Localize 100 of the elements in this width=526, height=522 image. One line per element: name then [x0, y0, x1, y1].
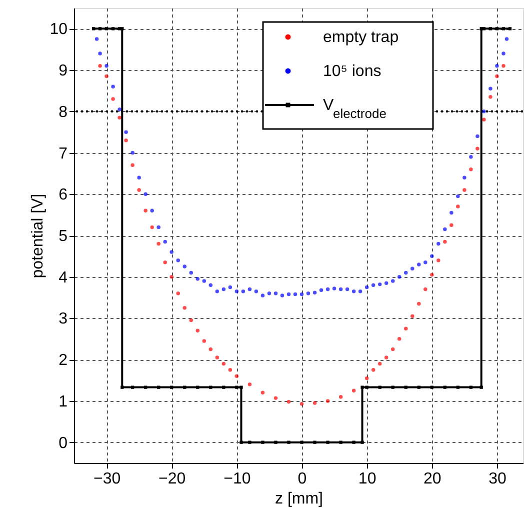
point: [469, 386, 473, 389]
point: [287, 440, 290, 444]
point: [300, 402, 304, 406]
point: [456, 386, 460, 389]
point: [111, 27, 115, 30]
point: [469, 167, 473, 172]
point: [209, 386, 212, 389]
point: [248, 440, 252, 444]
point: [339, 440, 342, 444]
point: [456, 204, 460, 208]
point: [196, 386, 200, 389]
point: [410, 314, 414, 318]
point: [144, 386, 148, 389]
y-tick-label: 9: [58, 62, 68, 80]
point: [352, 440, 356, 444]
x-tick-label: 0: [298, 470, 307, 488]
y-tick-label: 7: [58, 145, 68, 162]
y-tick-label: 8: [58, 104, 68, 121]
point: [130, 386, 134, 389]
legend-label: empty trap: [323, 29, 399, 46]
point: [118, 116, 122, 120]
point: [104, 74, 108, 78]
point: [182, 306, 186, 310]
point: [495, 74, 499, 78]
y-tick-label: 10: [50, 21, 68, 38]
point: [443, 386, 446, 389]
point: [482, 27, 486, 30]
point: [208, 347, 213, 352]
point: [390, 347, 395, 352]
point: [338, 394, 343, 399]
point: [430, 386, 434, 389]
point: [364, 376, 369, 380]
point: [360, 386, 364, 389]
y-tick-label: 5: [58, 228, 68, 245]
point: [488, 95, 492, 99]
y-tick-label: 3: [58, 310, 68, 328]
point: [352, 388, 356, 392]
point: [196, 328, 200, 333]
point: [384, 356, 388, 360]
legend-label: 10⁵ ions: [323, 63, 382, 80]
point: [176, 292, 180, 296]
y-tick-label: 6: [58, 186, 68, 204]
point: [150, 225, 154, 230]
point: [120, 27, 124, 30]
point: [248, 382, 252, 386]
point: [476, 146, 480, 151]
point: [495, 27, 499, 30]
point: [170, 274, 174, 279]
point: [228, 368, 232, 372]
point: [202, 339, 206, 343]
x-tick-label: −20: [158, 470, 186, 488]
point: [488, 27, 492, 30]
point: [300, 440, 304, 444]
point: [360, 440, 364, 444]
point: [111, 97, 115, 101]
point: [234, 374, 239, 378]
point: [98, 64, 102, 68]
point: [274, 396, 278, 400]
point: [443, 240, 447, 244]
point: [462, 188, 466, 192]
point: [508, 27, 512, 30]
y-tick-label: 2: [58, 352, 68, 370]
point: [92, 27, 96, 30]
point: [404, 386, 408, 389]
point: [261, 440, 264, 444]
x-tick-label: −10: [224, 470, 251, 488]
point: [313, 440, 316, 444]
point: [365, 386, 368, 389]
point: [240, 386, 243, 389]
point: [391, 386, 394, 389]
point: [417, 302, 421, 306]
y-tick-label: 1: [58, 393, 68, 410]
point: [130, 163, 134, 168]
x-axis-title: z [mm]: [275, 490, 323, 508]
point: [424, 287, 428, 292]
point: [397, 337, 402, 341]
y-axis-title: potential [V]: [30, 194, 47, 278]
point: [378, 386, 382, 389]
point: [222, 362, 226, 366]
point: [430, 272, 434, 277]
point: [404, 326, 408, 330]
point: [104, 27, 108, 30]
y-tick-label: 4: [58, 269, 68, 286]
point: [183, 386, 186, 389]
point: [482, 118, 486, 122]
point: [436, 258, 440, 262]
point: [157, 386, 160, 389]
point: [124, 138, 128, 142]
point: [98, 27, 102, 30]
point: [235, 386, 238, 389]
point: [189, 318, 193, 322]
point: [326, 440, 330, 444]
point: [120, 386, 124, 389]
point: [417, 386, 420, 389]
point: [260, 390, 265, 395]
x-tick-label: −30: [93, 470, 121, 488]
point: [502, 64, 506, 68]
point: [286, 400, 291, 404]
point: [274, 440, 278, 444]
point: [502, 27, 506, 30]
